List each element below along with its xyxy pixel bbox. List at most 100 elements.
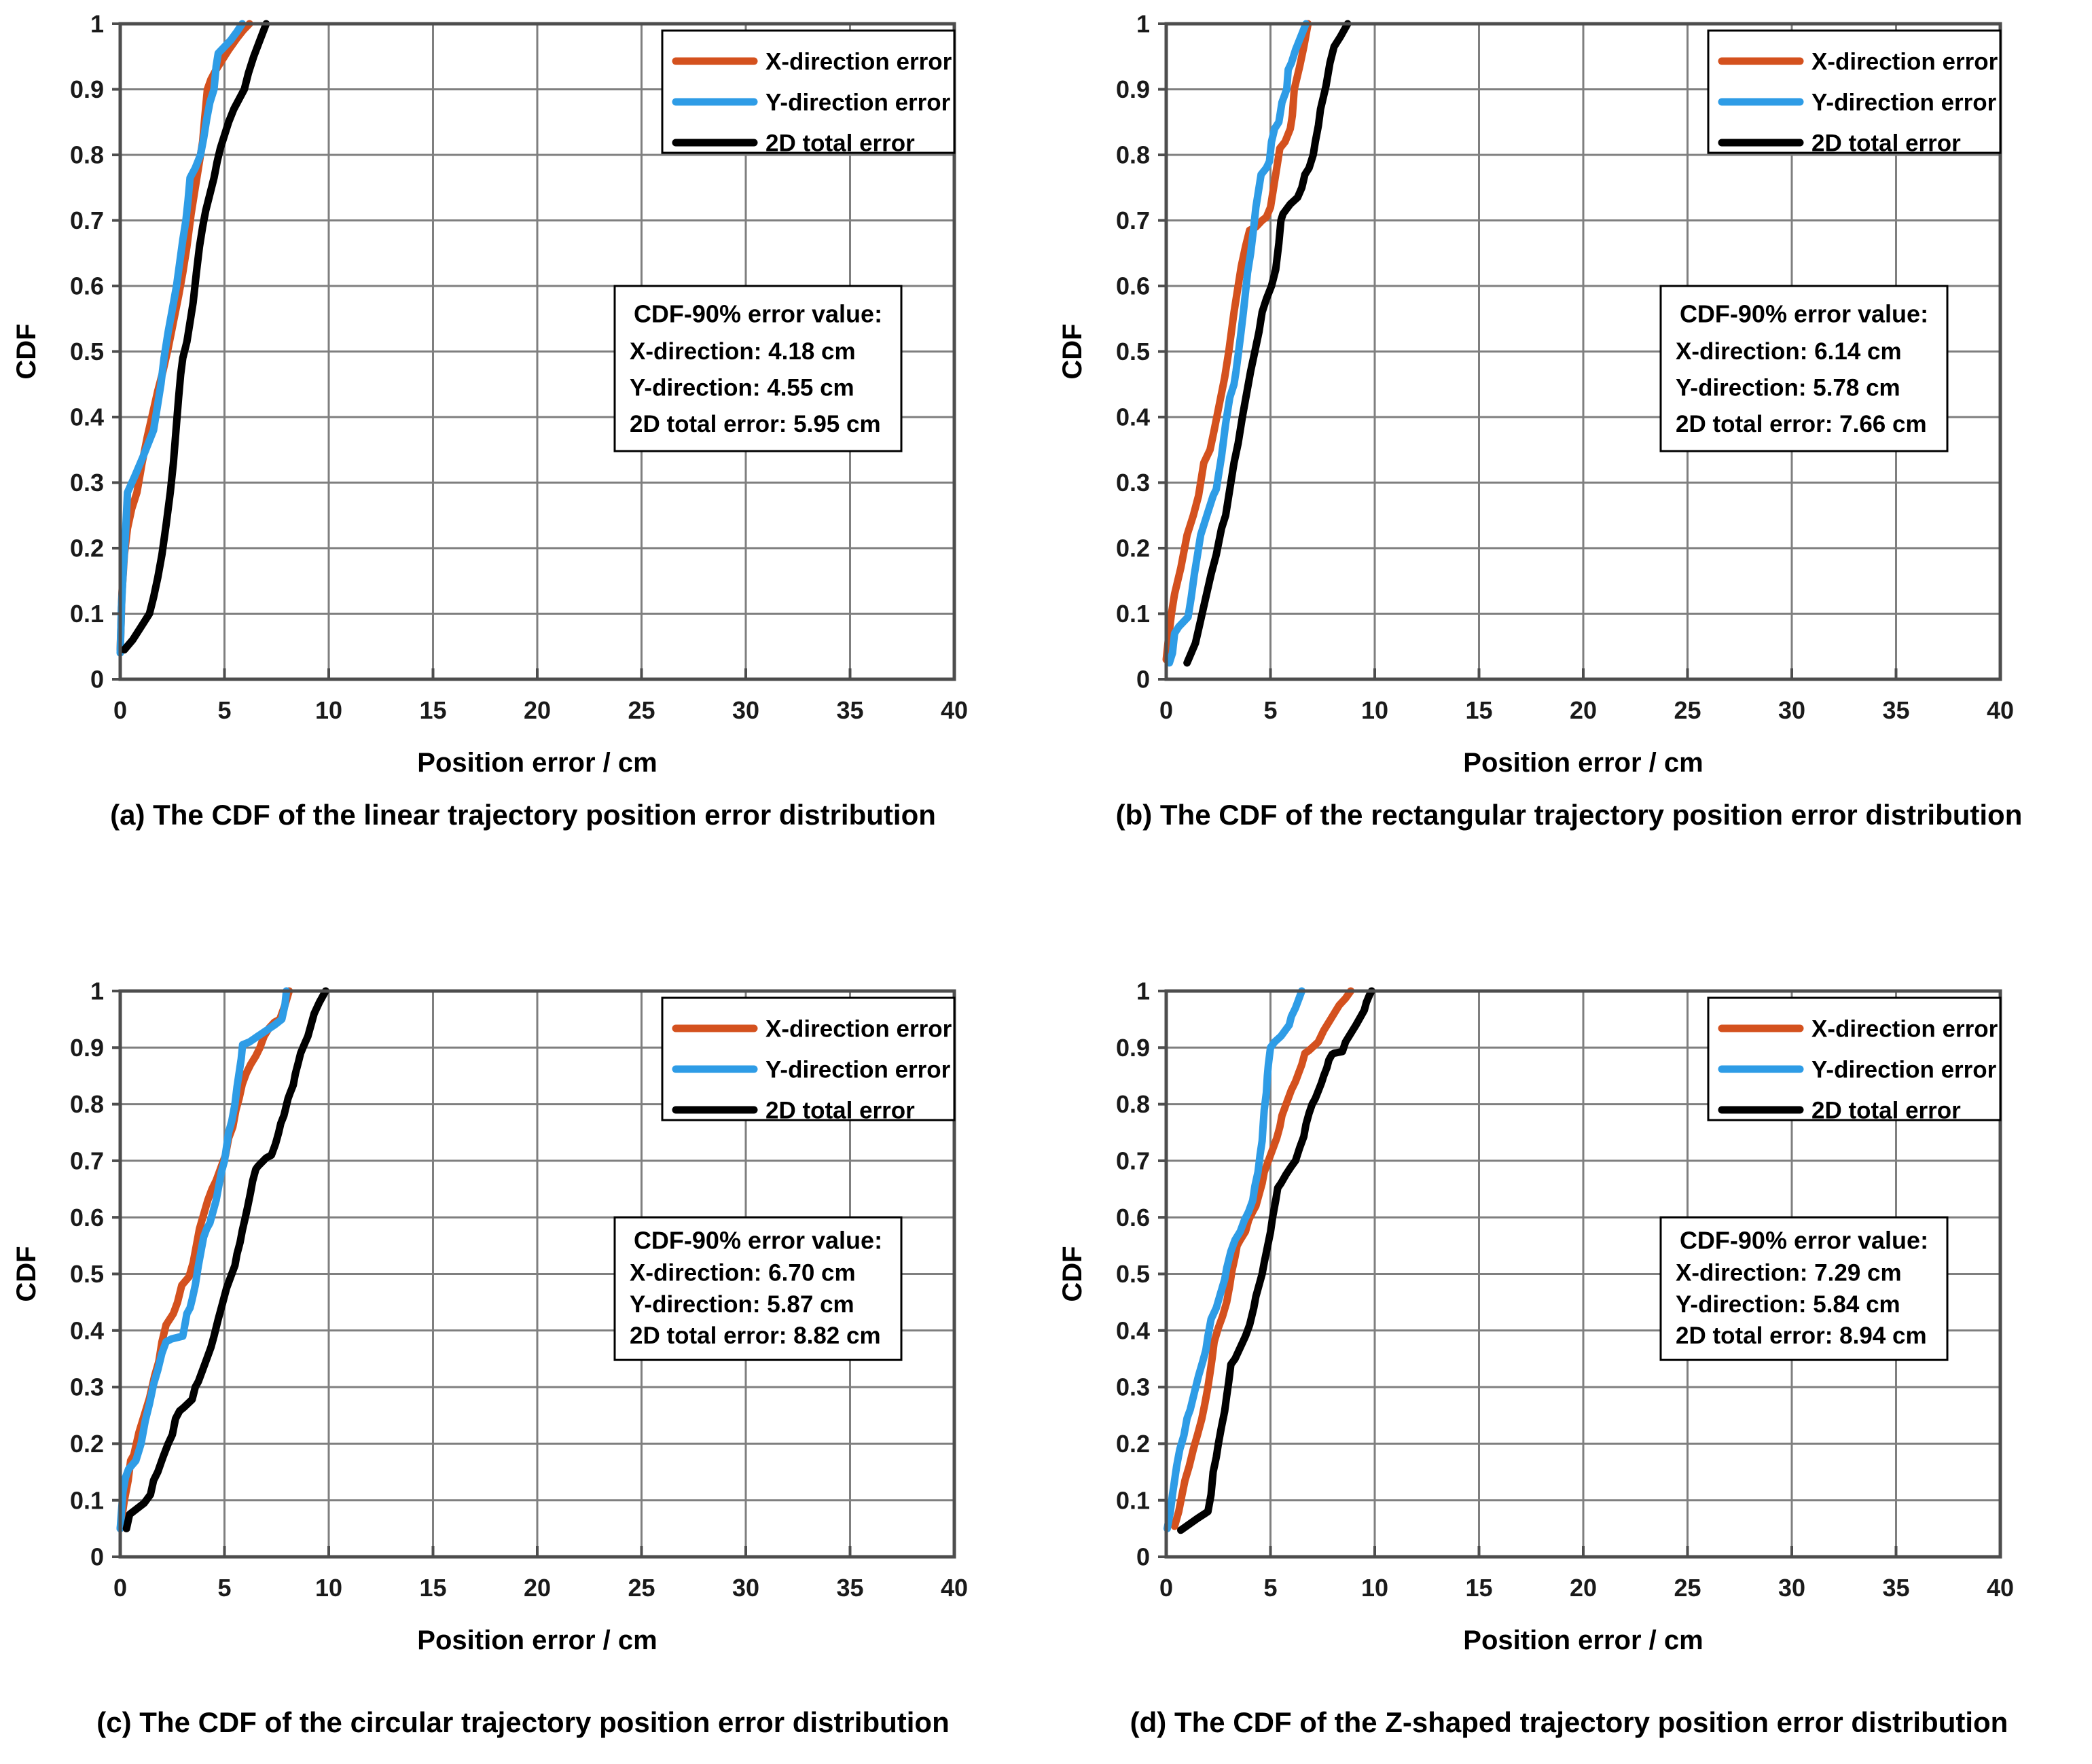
svg-text:X-direction: 6.14 cm: X-direction: 6.14 cm — [1676, 338, 1902, 365]
y-tick-labels: 0 0.1 0.2 0.3 0.4 0.5 0.6 0.7 0.8 0.9 1 — [1116, 977, 1150, 1571]
svg-text:CDF: CDF — [12, 1246, 41, 1302]
y-axis-label: CDF — [1058, 1246, 1087, 1302]
svg-text:0.6: 0.6 — [1116, 272, 1150, 300]
svg-text:X-direction error: X-direction error — [1811, 1016, 1998, 1043]
panel-c: 0 5 10 15 20 25 30 35 40 0 0.1 0.2 0.3 0.4 0.5 0.6 0.7 0.… — [0, 940, 1046, 1739]
svg-text:1: 1 — [90, 977, 104, 1005]
series-2d-total-error — [1183, 20, 1352, 667]
svg-text:2D total error: 5.95 cm: 2D total error: 5.95 cm — [630, 411, 881, 437]
svg-text:2D total error: 2D total error — [765, 1098, 915, 1124]
svg-text:0.4: 0.4 — [1116, 1317, 1150, 1345]
svg-text:0.1: 0.1 — [1116, 600, 1150, 628]
svg-text:Y-direction: 5.87 cm: Y-direction: 5.87 cm — [630, 1291, 854, 1318]
svg-text:Y-direction error: Y-direction error — [1811, 1057, 1997, 1083]
svg-text:0: 0 — [90, 666, 104, 694]
svg-text:0.6: 0.6 — [70, 1204, 104, 1231]
svg-text:0.4: 0.4 — [1116, 403, 1150, 431]
svg-text:15: 15 — [419, 696, 446, 724]
svg-text:35: 35 — [836, 1574, 863, 1602]
svg-text:0.9: 0.9 — [70, 1034, 104, 1062]
svg-text:0.8: 0.8 — [70, 1090, 104, 1118]
svg-text:0.7: 0.7 — [1116, 1147, 1150, 1175]
figure-row-1: 0 5 10 15 20 25 30 35 40 0 0.1 0.2 0.3 0.4 0.5 0.6 0.7 0.… — [0, 0, 2092, 831]
svg-text:35: 35 — [1882, 1574, 1909, 1602]
legend-item-x-direction-error: X-direction error — [1718, 48, 1998, 75]
svg-text:CDF: CDF — [1058, 323, 1087, 379]
legend-item-y-direction-error: Y-direction error — [672, 1057, 951, 1083]
legend-item-y-direction-error: Y-direction error — [1718, 89, 1997, 115]
svg-text:X-direction error: X-direction error — [765, 48, 952, 75]
svg-text:2D total error: 8.94 cm: 2D total error: 8.94 cm — [1676, 1322, 1927, 1349]
svg-text:0.2: 0.2 — [70, 535, 104, 562]
svg-text:0.5: 0.5 — [70, 338, 104, 365]
svg-text:20: 20 — [524, 696, 551, 724]
svg-text:0.5: 0.5 — [1116, 1260, 1150, 1288]
series-2d-total-error — [1177, 987, 1375, 1534]
svg-text:35: 35 — [836, 696, 863, 724]
x-axis-label: Position error / cm — [417, 748, 657, 778]
legend-item-2d-total-error: 2D total error — [1718, 130, 1961, 156]
svg-text:CDF-90% error value:: CDF-90% error value: — [1680, 1227, 1928, 1255]
svg-text:Position error / cm: Position error / cm — [1463, 1625, 1703, 1655]
svg-text:25: 25 — [1674, 696, 1701, 724]
series-y-direction-error — [116, 20, 247, 657]
y-tick-labels: 0 0.1 0.2 0.3 0.4 0.5 0.6 0.7 0.8 0.9 1 — [70, 977, 104, 1571]
annotation-box: CDF-90% error value: X-direction: 7.29 cm… — [1659, 1216, 1949, 1361]
svg-text:2D total error: 8.82 cm: 2D total error: 8.82 cm — [630, 1322, 881, 1349]
svg-text:25: 25 — [1674, 1574, 1701, 1602]
svg-text:2D total error: 7.66 cm: 2D total error: 7.66 cm — [1676, 411, 1927, 437]
svg-text:CDF: CDF — [1058, 1246, 1087, 1302]
legend: X-direction error Y-direction error 2D tot… — [661, 996, 956, 1124]
y-axis-label: CDF — [12, 1246, 41, 1302]
plot-frame — [1158, 22, 2002, 681]
legend-item-x-direction-error: X-direction error — [672, 48, 952, 75]
svg-text:0.8: 0.8 — [1116, 141, 1150, 169]
svg-text:Y-direction: 5.78 cm: Y-direction: 5.78 cm — [1676, 375, 1900, 401]
legend-item-x-direction-error: X-direction error — [672, 1016, 952, 1043]
x-tick-labels: 0 5 10 15 20 25 30 35 40 — [1159, 1574, 2014, 1602]
svg-text:2D total error: 2D total error — [1811, 1098, 1961, 1124]
svg-text:15: 15 — [1465, 696, 1492, 724]
annotation-box: CDF-90% error value: X-direction: 4.18 cm… — [613, 285, 903, 452]
plot-frame — [1158, 989, 2002, 1559]
svg-text:0: 0 — [1136, 1543, 1150, 1571]
annotation-box: CDF-90% error value: X-direction: 6.70 cm… — [613, 1216, 903, 1361]
series-y-direction-error — [1166, 20, 1310, 667]
chart-b-canvas: 0 5 10 15 20 25 30 35 40 0 0.1 0.2 0.3 0.4 0.5 0.6 0.7 0.… — [1058, 10, 2014, 778]
chart-a-canvas: 0 5 10 15 20 25 30 35 40 0 0.1 0.2 0.3 0.4 0.5 0.6 0.7 0.… — [12, 10, 968, 778]
chart-d-caption: (d) The CDF of the Z-shaped trajectory p… — [1130, 1706, 2008, 1739]
svg-text:CDF-90% error value:: CDF-90% error value: — [634, 300, 882, 327]
svg-text:0.8: 0.8 — [70, 141, 104, 169]
svg-text:X-direction error: X-direction error — [1811, 48, 1998, 75]
svg-text:0.6: 0.6 — [1116, 1204, 1150, 1231]
series-x-direction-error — [1170, 987, 1355, 1530]
svg-text:0.4: 0.4 — [70, 403, 104, 431]
svg-text:0: 0 — [1159, 1574, 1173, 1602]
x-tick-labels: 0 5 10 15 20 25 30 35 40 — [113, 1574, 968, 1602]
legend-item-2d-total-error: 2D total error — [672, 130, 915, 156]
legend-item-x-direction-error: X-direction error — [1718, 1016, 1998, 1043]
svg-text:0.2: 0.2 — [1116, 535, 1150, 562]
svg-text:20: 20 — [1570, 1574, 1597, 1602]
svg-text:10: 10 — [315, 696, 342, 724]
svg-text:10: 10 — [1361, 1574, 1388, 1602]
svg-text:25: 25 — [628, 696, 655, 724]
legend: X-direction error Y-direction error 2D tot… — [1707, 29, 2002, 156]
svg-text:0.3: 0.3 — [70, 469, 104, 497]
series-x-direction-error — [116, 987, 293, 1533]
svg-text:5: 5 — [217, 1574, 231, 1602]
svg-text:Y-direction error: Y-direction error — [765, 89, 951, 115]
svg-text:1: 1 — [1136, 977, 1150, 1005]
svg-text:15: 15 — [1465, 1574, 1492, 1602]
panel-a: 0 5 10 15 20 25 30 35 40 0 0.1 0.2 0.3 0.4 0.5 0.6 0.7 0.… — [0, 0, 1046, 831]
svg-text:2D total error: 2D total error — [765, 130, 915, 156]
svg-text:5: 5 — [1263, 1574, 1277, 1602]
svg-text:35: 35 — [1882, 696, 1909, 724]
svg-text:Y-direction error: Y-direction error — [1811, 89, 1997, 115]
svg-text:10: 10 — [315, 1574, 342, 1602]
y-tick-labels: 0 0.1 0.2 0.3 0.4 0.5 0.6 0.7 0.8 0.9 1 — [70, 10, 104, 694]
svg-text:30: 30 — [1778, 1574, 1805, 1602]
svg-text:0.7: 0.7 — [1116, 206, 1150, 234]
svg-text:Position error / cm: Position error / cm — [1463, 748, 1703, 778]
